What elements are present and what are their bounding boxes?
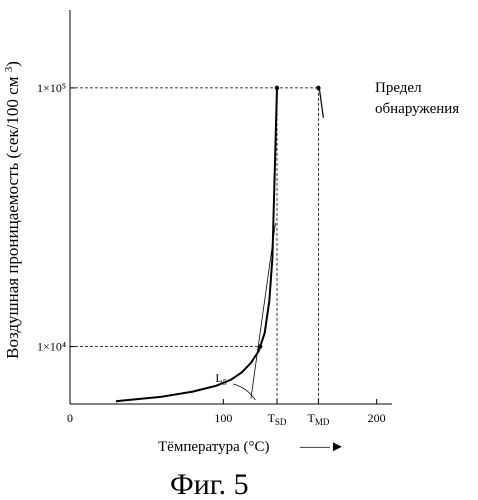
guide-lines xyxy=(70,88,318,404)
axis-ticks: 1×10⁴ 1×10⁵ 0 100 200 TSD TMD xyxy=(37,81,386,427)
x-tick-label-1: 100 xyxy=(214,411,232,425)
figure-caption: Фиг. 5 xyxy=(170,468,249,500)
x-tick-label-2: 200 xyxy=(368,411,386,425)
curve-label: L5 xyxy=(215,371,226,387)
y-tick-label-0: 1×10⁴ xyxy=(37,340,66,354)
tangent-line xyxy=(251,223,276,398)
limit-label-line2: обнаружения xyxy=(375,101,459,117)
series-group xyxy=(116,88,277,401)
key-point-0 xyxy=(258,344,262,348)
y-tick-label-1: 1×10⁵ xyxy=(37,81,66,95)
limit-label-line1: Предел xyxy=(375,80,422,96)
annotations: L5 Предел обнаружения xyxy=(215,80,459,400)
limit-leader xyxy=(319,89,323,118)
x-tick-label-0: 0 xyxy=(67,411,73,425)
y-axis-label: Воздушная проницаемость (сек/100 см 3) xyxy=(3,61,22,359)
key-point-1 xyxy=(275,86,279,90)
special-tick-label-1: TMD xyxy=(307,411,329,427)
series-line-0 xyxy=(116,88,277,401)
special-tick-label-0: TSD xyxy=(268,411,287,427)
x-axis-arrow: ——► xyxy=(299,439,345,455)
x-axis-label: Tёмпература (°C) xyxy=(158,439,270,455)
